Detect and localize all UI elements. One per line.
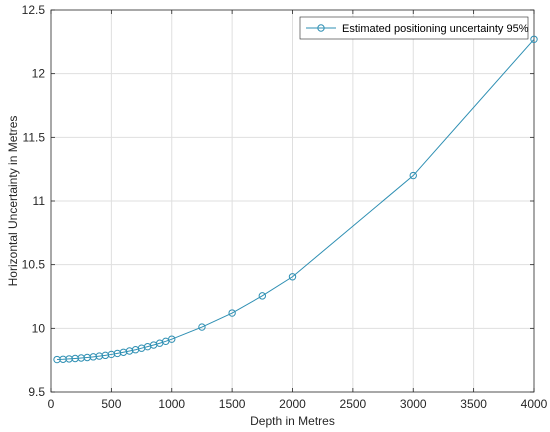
x-tick-label: 2000 bbox=[279, 397, 306, 411]
y-tick-label: 12.5 bbox=[22, 3, 46, 17]
y-tick-label: 11 bbox=[33, 194, 46, 208]
data-point bbox=[530, 35, 538, 43]
data-point bbox=[288, 273, 297, 281]
x-tick-label: 4000 bbox=[521, 397, 548, 411]
legend-box bbox=[299, 16, 529, 40]
x-tick-label: 3000 bbox=[400, 397, 427, 411]
x-tick-label: 1000 bbox=[158, 397, 185, 411]
data-point bbox=[409, 171, 417, 180]
y-axis-title: Horizontal Uncertainty in Metres bbox=[6, 116, 20, 287]
data-point bbox=[168, 335, 176, 343]
y-tick-label: 10 bbox=[32, 321, 46, 335]
x-tick-label: 0 bbox=[48, 397, 55, 411]
y-tick-label: 10.5 bbox=[22, 258, 46, 272]
x-tick-label: 2500 bbox=[340, 397, 367, 411]
data-point bbox=[258, 292, 267, 300]
data-point bbox=[228, 309, 236, 317]
legend-label: Estimated positioning uncertainty 95% bbox=[342, 23, 529, 35]
data-point bbox=[198, 323, 206, 331]
y-tick-label: 11.5 bbox=[23, 130, 46, 144]
y-tick-label: 9.5 bbox=[28, 385, 45, 399]
x-axis-title: Depth in Metres bbox=[250, 414, 335, 428]
x-tick-label: 500 bbox=[101, 397, 121, 411]
legend-marker-swatch bbox=[317, 24, 325, 32]
y-tick-label: 12 bbox=[32, 67, 46, 81]
x-tick-label: 1500 bbox=[219, 397, 246, 411]
x-tick-label: 3500 bbox=[460, 397, 487, 411]
